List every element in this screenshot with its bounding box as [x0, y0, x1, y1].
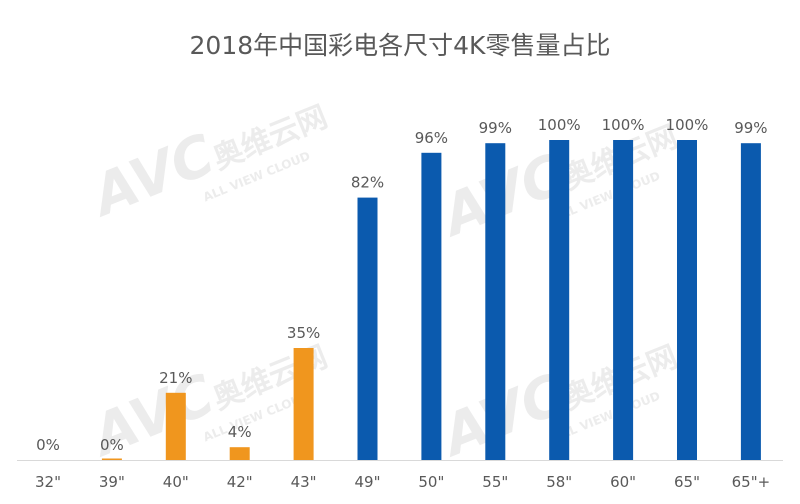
- x-tick-label-6: 50": [418, 473, 444, 491]
- x-tick-label-2: 40": [163, 473, 189, 491]
- data-label-1: 0%: [100, 436, 124, 454]
- data-label-5: 82%: [351, 174, 384, 192]
- bar-8: [549, 140, 570, 460]
- x-tick-label-9: 60": [610, 473, 636, 491]
- bar-3: [229, 447, 250, 460]
- bar-1: [101, 458, 122, 460]
- x-tick-label-10: 65": [674, 473, 700, 491]
- bar-6: [421, 152, 442, 461]
- x-tick-label-7: 55": [482, 473, 508, 491]
- data-label-8: 100%: [538, 116, 581, 134]
- data-label-10: 100%: [666, 116, 709, 134]
- data-label-11: 99%: [734, 119, 767, 137]
- x-tick-label-5: 49": [355, 473, 381, 491]
- bar-7: [485, 143, 506, 460]
- data-label-0: 0%: [36, 436, 60, 454]
- x-tick-label-11: 65"+: [732, 473, 771, 491]
- x-tick-label-3: 42": [227, 473, 253, 491]
- x-tick-label-0: 32": [35, 473, 61, 491]
- data-label-7: 99%: [479, 119, 512, 137]
- data-label-3: 4%: [228, 423, 252, 441]
- data-label-4: 35%: [287, 324, 320, 342]
- data-label-2: 21%: [159, 369, 192, 387]
- x-tick-label-1: 39": [99, 473, 125, 491]
- bar-2: [165, 392, 186, 460]
- bar-11: [740, 143, 761, 460]
- data-label-6: 96%: [415, 129, 448, 147]
- bar-10: [677, 140, 697, 460]
- x-tick-label-4: 43": [291, 473, 317, 491]
- bar-9: [613, 140, 634, 460]
- data-label-9: 100%: [602, 116, 645, 134]
- bar-4: [293, 348, 314, 460]
- chart-title: 2018年中国彩电各尺寸4K零售量占比: [189, 31, 611, 60]
- bar-5: [357, 197, 378, 460]
- x-tick-label-8: 58": [546, 473, 572, 491]
